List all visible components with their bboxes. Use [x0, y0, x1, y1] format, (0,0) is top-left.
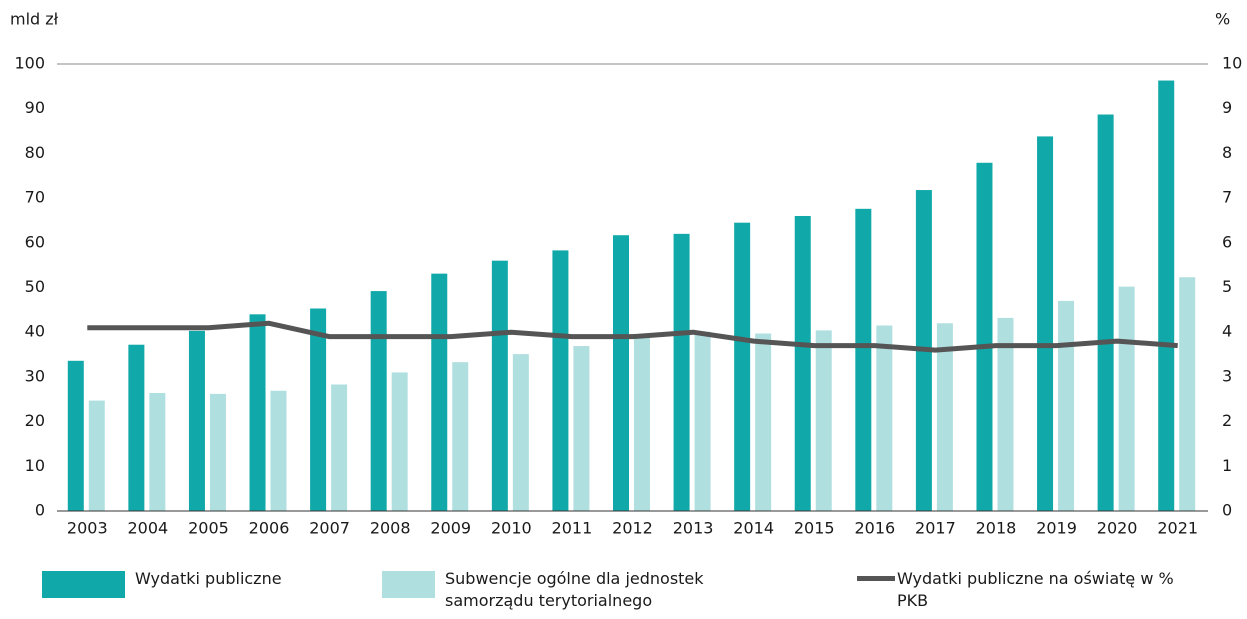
legend-swatch — [857, 576, 895, 581]
y-tick-label: 60 — [25, 232, 45, 251]
bar — [1158, 80, 1175, 511]
y2-tick-label: 6 — [1222, 232, 1232, 251]
legend-label: Subwencje ogólne dla jednostek samorządu… — [445, 569, 704, 610]
line — [87, 320, 1178, 353]
bar — [512, 354, 529, 511]
bar — [1118, 286, 1135, 511]
bar — [876, 325, 893, 511]
legend-label: Wydatki publiczne — [135, 569, 282, 588]
y-tick-label: 80 — [25, 143, 45, 162]
y-tick-label: 70 — [25, 188, 45, 207]
x-tick-label: 2014 — [733, 519, 774, 538]
x-tick-label: 2011 — [552, 519, 593, 538]
bar — [128, 344, 145, 511]
y2-tick-label: 4 — [1222, 322, 1232, 341]
bar — [391, 372, 408, 511]
bar — [573, 346, 590, 511]
y-tick-label: 100 — [14, 54, 45, 73]
bar — [694, 331, 711, 511]
legend-swatch — [42, 571, 125, 598]
bar — [452, 362, 469, 511]
bar — [1037, 136, 1054, 511]
x-tick-label: 2016 — [854, 519, 895, 538]
bar — [936, 323, 953, 511]
bar — [431, 273, 448, 511]
legend-label: Wydatki publiczne na oświatę w % PKB — [897, 569, 1174, 610]
bar — [370, 291, 387, 511]
bar — [1058, 300, 1075, 511]
y-tick-label: 50 — [25, 277, 45, 296]
x-tick-label: 2015 — [794, 519, 835, 538]
x-tick-label: 2013 — [673, 519, 714, 538]
bar — [552, 250, 569, 512]
y2-tick-label: 8 — [1222, 143, 1232, 162]
x-tick-label: 2021 — [1157, 519, 1198, 538]
y2-tick-label: 2 — [1222, 411, 1232, 430]
y2-tick-label: 5 — [1222, 277, 1232, 296]
y-tick-label: 20 — [25, 411, 45, 430]
y2-tick-label: 0 — [1222, 501, 1232, 520]
x-tick-label: 2005 — [188, 519, 229, 538]
bar — [634, 334, 650, 511]
bar — [270, 390, 287, 511]
y-tick-label: 90 — [25, 98, 45, 117]
x-tick-label: 2006 — [249, 519, 290, 538]
bar — [149, 392, 166, 511]
y-tick-label: 10 — [25, 456, 45, 475]
y2-tick-label: 7 — [1222, 188, 1232, 207]
legend-item: Wydatki publiczne na oświatę w % PKB — [857, 568, 1197, 612]
y2-tick-label: 10 — [1222, 54, 1242, 73]
bar — [88, 400, 105, 511]
y2-tick-label: 9 — [1222, 98, 1232, 117]
x-tick-label: 2008 — [370, 519, 411, 538]
x-tick-label: 2007 — [309, 519, 350, 538]
y2-tick-label: 3 — [1222, 366, 1232, 385]
chart: mld zł % 0 10 20 30 40 50 60 70 80 90 100 0 1 2 3 4 5 6 7 8… — [10, 10, 1242, 538]
y2-axis-label: % — [1215, 10, 1230, 29]
bar — [794, 215, 811, 512]
bar — [188, 330, 205, 511]
bar — [1179, 277, 1196, 511]
x-tick-label: 2009 — [430, 519, 471, 538]
bar — [209, 393, 226, 511]
y-tick-label: 30 — [25, 366, 45, 385]
bar — [491, 260, 508, 511]
bar — [310, 308, 327, 511]
x-tick-label: 2020 — [1097, 519, 1138, 538]
y-tick-label: 40 — [25, 322, 45, 341]
x-tick-label: 2010 — [491, 519, 532, 538]
bar — [815, 330, 832, 511]
bar — [673, 233, 690, 512]
bar — [976, 162, 993, 512]
legend-item: Subwencje ogólne dla jednostek samorządu… — [382, 568, 775, 612]
legend-swatch — [382, 571, 435, 598]
bar — [613, 235, 629, 512]
bar — [67, 360, 84, 511]
bar — [1097, 114, 1114, 512]
bar — [249, 314, 266, 511]
x-tick-label: 2017 — [915, 519, 956, 538]
x-tick-label: 2012 — [612, 519, 653, 538]
x-tick-label: 2019 — [1036, 519, 1077, 538]
bar — [331, 384, 348, 511]
y2-tick-label: 1 — [1222, 456, 1232, 475]
x-tick-label: 2018 — [976, 519, 1017, 538]
y-tick-label: 0 — [35, 501, 45, 520]
bar — [755, 333, 772, 511]
bar — [997, 317, 1014, 511]
y-axis-label: mld zł — [10, 10, 59, 29]
x-tick-label: 2003 — [67, 519, 108, 538]
x-tick-label: 2004 — [128, 519, 169, 538]
bar — [734, 222, 751, 511]
legend-item: Wydatki publiczne — [42, 568, 385, 598]
bar — [855, 208, 872, 511]
